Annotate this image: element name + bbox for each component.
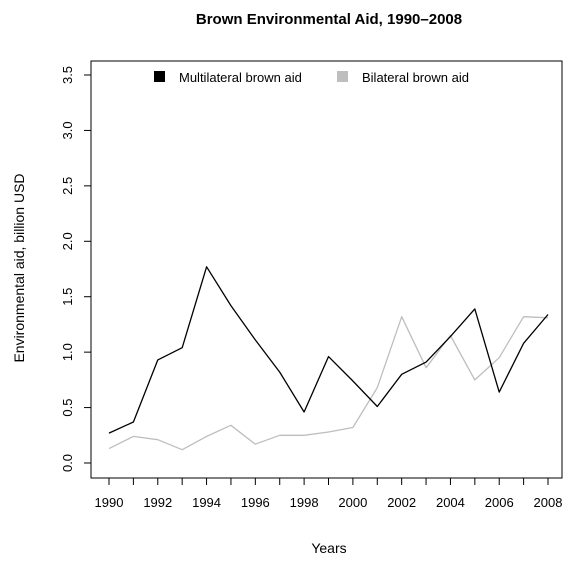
y-tick-label: 2.0 xyxy=(60,232,75,250)
x-tick-label: 2002 xyxy=(387,495,416,510)
y-tick-label: 3.5 xyxy=(60,66,75,84)
x-tick-label: 1996 xyxy=(241,495,270,510)
legend-swatch xyxy=(337,71,348,82)
axes: 1990 1992 1994 1996 1998 2000 2002 2004 2006 2008… xyxy=(60,60,563,510)
x-tick-label: 2000 xyxy=(338,495,367,510)
plot-frame xyxy=(90,60,563,479)
y-tick-label: 1.0 xyxy=(60,343,75,361)
series-line xyxy=(108,266,549,434)
y-tick-label: 0.5 xyxy=(60,399,75,417)
legend-label: Multilateral brown aid xyxy=(179,70,302,85)
x-tick-label: 1990 xyxy=(95,495,124,510)
x-tick-label: 1994 xyxy=(192,495,221,510)
series-layer xyxy=(108,266,549,451)
x-tick-label: 1992 xyxy=(143,495,172,510)
x-tick-label: 1998 xyxy=(290,495,319,510)
y-tick-label: 3.0 xyxy=(60,121,75,139)
legend-label: Bilateral brown aid xyxy=(362,70,469,85)
x-tick-label: 2004 xyxy=(436,495,465,510)
x-tick-label: 2008 xyxy=(534,495,563,510)
legend: Multilateral brown aid Bilateral brown ai… xyxy=(154,70,469,85)
y-tick-label: 2.5 xyxy=(60,177,75,195)
y-tick-label: 1.5 xyxy=(60,288,75,306)
series-line xyxy=(108,316,549,451)
y-tick-label: 0.0 xyxy=(60,454,75,472)
x-axis-title: Years xyxy=(311,540,346,556)
legend-swatch xyxy=(154,71,165,82)
y-axis-title: Environmental aid, billion USD xyxy=(11,173,27,362)
chart-title: Brown Environmental Aid, 1990–2008 xyxy=(196,11,462,28)
x-tick-label: 2006 xyxy=(485,495,514,510)
